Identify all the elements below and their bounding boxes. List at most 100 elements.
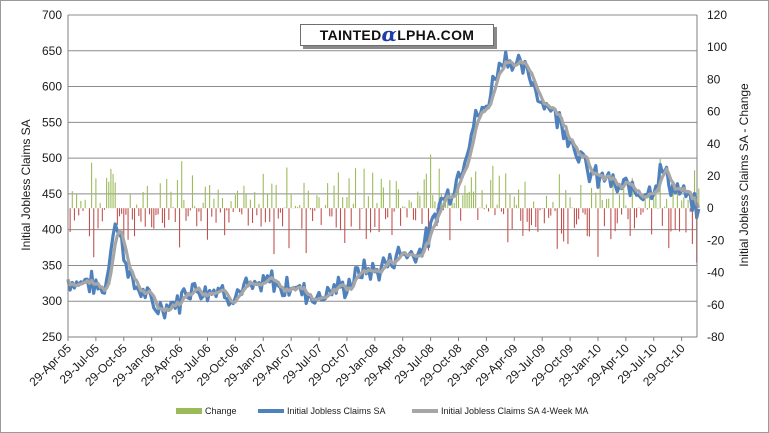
change-bar xyxy=(610,208,612,240)
change-bar xyxy=(339,208,342,231)
change-bar xyxy=(573,208,575,228)
change-bar xyxy=(601,200,603,209)
change-bar xyxy=(256,208,258,216)
left-y-tick-label: 550 xyxy=(42,115,62,129)
change-bar xyxy=(648,189,651,209)
change-bar xyxy=(174,208,176,222)
change-bar xyxy=(200,208,202,222)
change-bar xyxy=(316,195,318,209)
change-bar xyxy=(498,175,500,209)
change-bar xyxy=(591,188,593,209)
logo-right: LPHA.COM xyxy=(397,27,475,43)
change-bar xyxy=(511,208,513,230)
change-bar xyxy=(170,191,172,209)
change-bar xyxy=(327,183,329,209)
right-y-tick-label: 40 xyxy=(707,137,721,151)
change-bar xyxy=(442,208,445,211)
change-bar xyxy=(372,172,374,209)
change-bar xyxy=(376,203,378,209)
change-bar xyxy=(629,208,631,236)
change-bar xyxy=(380,178,382,209)
change-bar xyxy=(408,200,410,209)
right-y-tick-label: -60 xyxy=(707,298,725,312)
right-y-tick-label: 120 xyxy=(707,8,727,22)
change-bar xyxy=(633,208,635,229)
change-bar xyxy=(614,208,616,232)
change-bar xyxy=(393,208,395,212)
change-bar xyxy=(670,208,672,232)
change-bar xyxy=(460,208,462,221)
change-bar xyxy=(528,208,530,232)
change-bar xyxy=(236,190,239,209)
logo-alpha-mark: α xyxy=(381,22,398,46)
change-bar xyxy=(275,185,277,209)
change-bar xyxy=(110,168,112,209)
change-bar xyxy=(73,208,75,221)
left-y-tick-label: 300 xyxy=(42,294,62,308)
legend-swatch-change xyxy=(176,408,202,414)
change-bar xyxy=(140,208,142,222)
change-bar xyxy=(209,184,211,209)
change-bar xyxy=(196,208,198,227)
change-bar xyxy=(329,208,331,217)
change-bar xyxy=(108,181,110,209)
change-bar xyxy=(314,208,316,211)
change-bar xyxy=(243,185,245,209)
change-bar xyxy=(683,197,685,209)
change-bar xyxy=(492,165,494,209)
legend-label-claims: Initial Jobless Claims SA xyxy=(287,406,386,416)
legend-label-ma: Initial Jobless Claims SA 4-Week MA xyxy=(441,406,588,416)
change-bar xyxy=(277,208,279,219)
change-bar xyxy=(421,208,423,224)
change-bar xyxy=(678,208,681,232)
change-bar xyxy=(202,202,204,209)
change-bar xyxy=(217,189,219,209)
change-bar xyxy=(509,194,511,209)
change-bar xyxy=(522,208,524,236)
change-bar xyxy=(588,208,590,237)
left-y-tick-label: 250 xyxy=(42,330,62,344)
right-y-tick-label: 0 xyxy=(707,201,714,215)
change-bar xyxy=(423,179,425,209)
change-bar xyxy=(258,204,260,209)
change-bar xyxy=(563,208,565,242)
axes xyxy=(67,15,698,341)
change-bar xyxy=(91,162,93,209)
change-bar xyxy=(537,208,539,232)
change-bar xyxy=(333,185,335,209)
change-bar xyxy=(477,208,479,221)
change-bar xyxy=(286,167,288,209)
change-bar xyxy=(496,204,498,209)
change-bar xyxy=(462,195,464,209)
change-bar xyxy=(681,200,683,209)
change-bar xyxy=(618,194,620,209)
change-bar xyxy=(419,195,421,209)
change-bar xyxy=(245,194,247,209)
change-bar xyxy=(430,154,432,209)
change-bar xyxy=(84,199,86,209)
change-bar xyxy=(676,187,678,209)
left-y-tick-label: 600 xyxy=(42,80,62,94)
change-bar xyxy=(159,183,161,209)
change-bar xyxy=(267,194,269,209)
change-bar xyxy=(241,208,243,215)
change-bar xyxy=(350,208,352,227)
change-bar xyxy=(541,208,543,209)
change-bar xyxy=(397,189,399,209)
change-bar xyxy=(301,208,303,229)
change-bar xyxy=(299,204,301,209)
change-bar xyxy=(691,208,693,245)
change-bar xyxy=(449,208,451,241)
change-bar xyxy=(599,184,601,209)
change-bar xyxy=(82,208,84,211)
change-bar xyxy=(475,171,477,209)
change-bar xyxy=(378,208,380,232)
change-bar xyxy=(638,207,640,209)
change-bar xyxy=(485,204,487,209)
change-bar xyxy=(112,174,114,209)
change-bar xyxy=(337,172,339,209)
change-bar xyxy=(387,208,389,218)
change-bar xyxy=(363,168,365,209)
change-bar xyxy=(127,208,129,240)
change-bar xyxy=(361,208,363,210)
